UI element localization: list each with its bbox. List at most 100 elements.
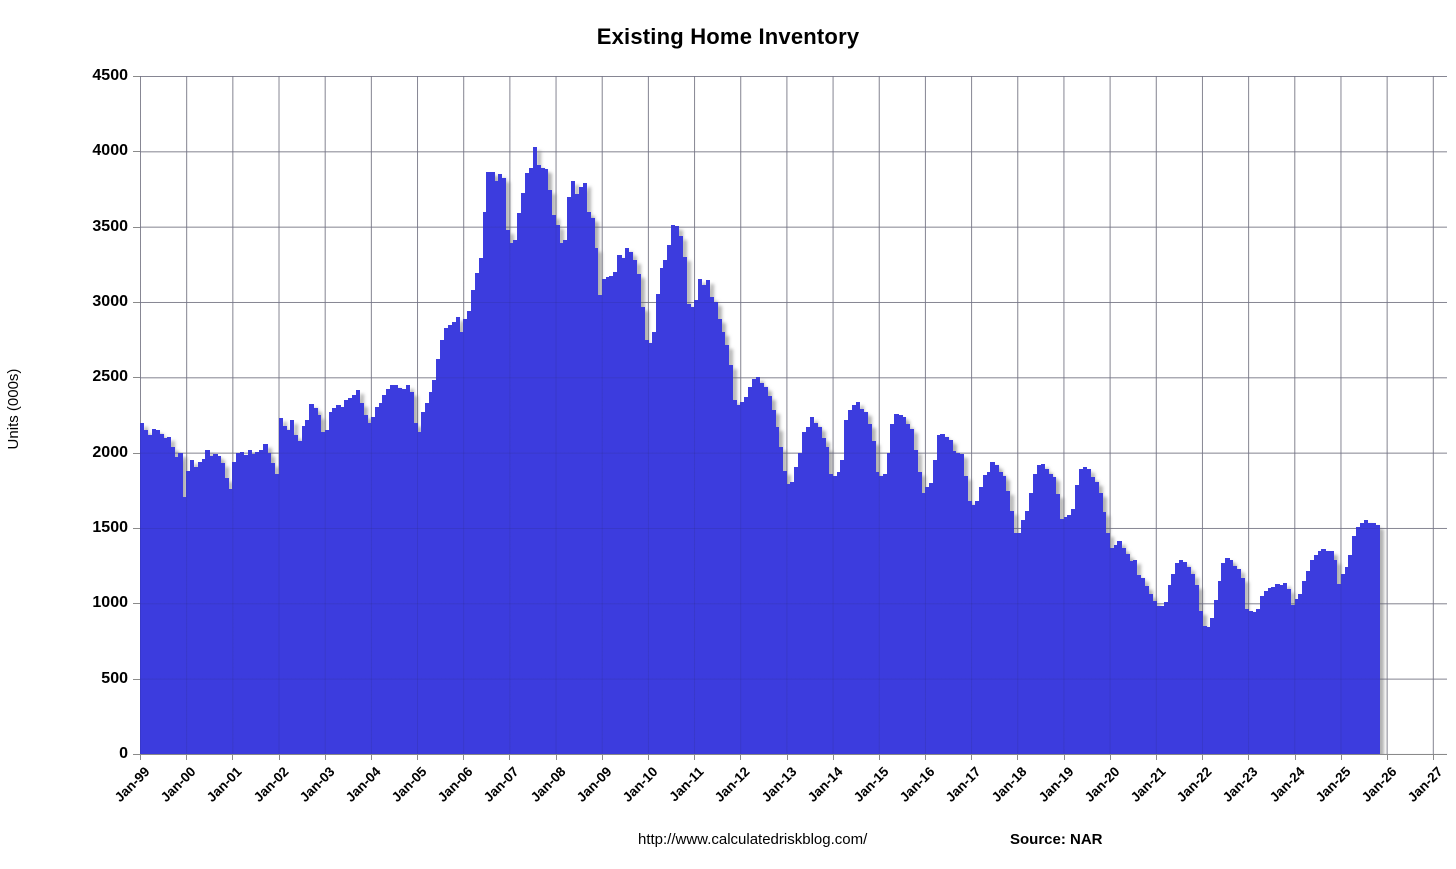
inventory-bar [1313,555,1319,754]
inventory-bar [813,422,818,754]
inventory-bar [147,434,153,754]
inventory-bar [559,243,564,754]
inventory-bar [851,405,857,754]
inventory-bar [1209,617,1215,754]
inventory-bar [1090,476,1095,754]
inventory-bar [932,460,938,754]
inventory-bar [571,181,576,754]
inventory-bar [1148,594,1153,754]
y-tick-label: 1000 [92,594,128,612]
inventory-bar [1017,533,1022,754]
inventory-bar [701,285,707,754]
inventory-bar [232,461,237,754]
inventory-bar [875,471,880,754]
inventory-bar [836,471,841,754]
x-tick-mark [832,755,834,760]
inventory-bar [790,482,795,754]
inventory-bar [848,410,853,754]
x-tick-mark [463,755,465,760]
inventory-bar [978,487,984,754]
x-tick-mark [278,755,280,760]
inventory-bar [1048,473,1053,754]
inventory-bar [1025,510,1030,754]
inventory-bar [578,186,584,754]
inventory-bar [1229,559,1234,754]
inventory-bar [886,452,891,754]
inventory-bar [447,324,453,754]
inventory-bar [1182,561,1188,754]
inventory-bar [413,422,418,754]
inventory-bar [705,280,711,754]
inventory-bar [859,408,865,754]
x-tick-mark [324,755,326,760]
y-tick-mark [133,452,140,454]
inventory-bar [317,415,322,754]
inventory-bar [409,392,414,754]
inventory-bar [717,318,722,754]
inventory-bar [905,424,911,754]
inventory-bar [925,487,930,754]
inventory-bar [840,460,845,754]
x-tick-mark [417,755,419,760]
inventory-bar [1082,466,1088,754]
inventory-bar [517,213,522,754]
inventory-bar [1225,558,1230,754]
inventory-bar [882,473,888,754]
inventory-bar [778,447,784,754]
inventory-bar [336,405,341,754]
inventory-bar [270,463,276,754]
inventory-bar [771,410,776,754]
inventory-bar [182,497,187,754]
x-tick-label: Jan-00 [157,764,199,805]
inventory-bar [601,278,607,754]
x-tick-label: Jan-04 [342,764,384,805]
inventory-bar [801,432,807,754]
inventory-bar [1217,580,1222,754]
inventory-bar [470,289,476,754]
inventory-bar [1282,583,1288,754]
inventory-bar [390,384,395,754]
inventory-bar [266,453,272,754]
inventory-bar [982,475,988,754]
inventory-bar [486,172,491,754]
inventory-bar [436,359,441,754]
inventory-bar [751,378,757,754]
x-tick-mark [740,755,742,760]
inventory-bar [686,303,691,754]
x-tick-mark [1433,755,1435,760]
inventory-bar [767,396,772,754]
inventory-bar [655,293,661,754]
inventory-bar [359,402,364,754]
inventory-bar [1329,550,1334,754]
inventory-bar [347,398,353,754]
y-tick-label: 4000 [92,142,128,160]
inventory-bar [609,275,614,754]
inventory-bar [1159,606,1165,754]
inventory-bar [621,258,626,754]
x-tick-mark [1294,755,1296,760]
inventory-bar [286,430,291,754]
inventory-bar [1021,520,1026,754]
inventory-bar [1005,491,1011,754]
x-tick-mark [186,755,188,760]
inventory-bar [209,455,214,754]
inventory-bar [363,415,368,754]
y-tick-mark [133,226,140,228]
inventory-bar [936,435,941,754]
y-tick-mark [133,302,140,304]
inventory-bar [671,225,676,754]
inventory-bar [617,255,622,754]
inventory-bar [1302,580,1307,754]
inventory-bar [867,424,872,754]
inventory-bar [975,500,980,754]
inventory-bar [928,482,934,754]
inventory-bar [1332,559,1338,754]
inventory-bar [1063,517,1068,754]
inventory-bar [724,344,730,754]
x-tick-mark [694,755,696,760]
inventory-bar [940,433,945,754]
inventory-bar [1121,547,1126,754]
x-tick-label: Jan-11 [666,764,707,805]
y-tick-mark [133,76,140,77]
inventory-bar [844,420,849,754]
